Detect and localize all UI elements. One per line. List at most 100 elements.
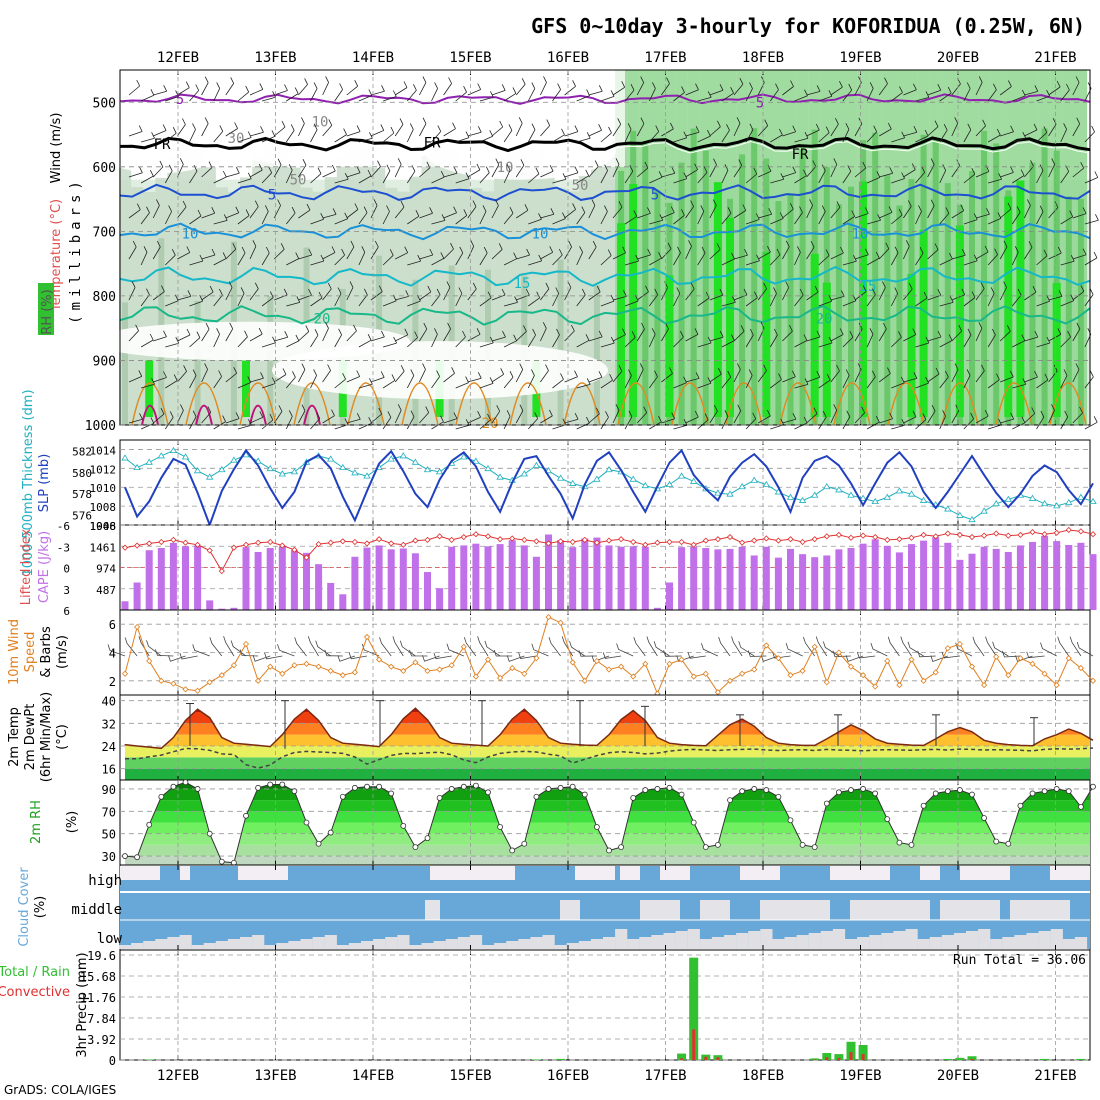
wind-barb [394,365,405,383]
cape-bar [835,549,843,610]
thickness-point [907,490,916,497]
rh-label-a: 2m RH [29,800,44,844]
contour-25c [725,382,763,426]
wind-barb [443,281,451,301]
wind-barb [772,651,791,659]
thickness-point [677,472,686,479]
wind-barb [806,330,821,342]
rh-point [848,787,854,793]
wind-barb [467,372,482,383]
li-point [146,540,153,547]
cloud-low-clear [1002,937,1015,949]
wind-barb [854,406,865,424]
wind-barb [140,288,150,307]
wind-barb [252,655,271,662]
wind-barb [745,167,758,184]
cape-bar [702,548,710,610]
rh-shade-column [215,187,228,425]
wind-barb [818,90,833,102]
cape-bar [726,548,734,610]
precip-convective-bar [692,1029,696,1060]
li-point [908,534,915,541]
li-point [509,535,516,542]
rh-point [424,835,431,842]
rh-shade-band [932,137,939,426]
cloud-mid-clear [560,900,580,920]
contour-label: 10 [312,115,329,131]
cloud-low-clear [590,939,604,949]
contour-25c [185,382,223,426]
wind-barb [770,248,781,266]
wind-barb [334,128,347,143]
wind-barb [310,412,321,430]
rh-point [569,783,576,790]
wind-barb [721,410,729,430]
rh-point [182,779,189,786]
wind-barb [927,84,942,96]
wind-barb [230,640,247,657]
rh-shade-high [629,184,638,417]
wind-barb [237,330,248,348]
li-point [121,544,129,551]
wind-barb [600,205,608,225]
rh-shade-high [762,251,771,417]
date-label-top: 18FEB [742,50,784,66]
wind-barb [900,636,912,657]
cape-bar [690,546,698,610]
rh-point [920,802,927,809]
wind-barb [769,83,779,102]
cape-bar [472,543,480,610]
wind-barb [443,412,458,424]
contour-25c [887,382,925,426]
precip-convective-bar [825,1057,829,1060]
wind-barb [588,330,603,342]
wind-speed-point [436,666,443,673]
wind-barb [794,288,804,307]
li-point [448,536,455,543]
cloud-low-clear [627,939,640,949]
li-point [400,541,407,548]
wind-barb [769,328,778,348]
thickness-point [520,470,529,477]
wind-barb [782,281,790,301]
thickness-point [411,458,420,465]
wind-barb [443,322,451,342]
wind-barb [588,160,599,178]
wind-barb [382,164,391,184]
contour-25c [995,382,1033,426]
wind-barb [878,281,886,301]
cloud-low-clear [1038,931,1051,949]
wind-barb [1036,205,1044,225]
wind-barb [358,246,366,266]
li-point [593,539,600,546]
wind-barb [588,199,596,219]
thickness-point [883,493,892,500]
wind-barb [419,363,426,383]
cloud-low-clear [796,935,809,949]
wind-barb [1036,410,1045,430]
precip-total-bar [967,1056,977,1060]
wind-barb [757,364,767,383]
wind-barb [310,167,322,184]
wind-barb [294,637,307,657]
wind-barb [939,370,949,389]
wind-barb [249,411,264,424]
wind-barb [431,125,442,143]
wind-barb [201,117,209,137]
li-point [303,554,310,561]
cloud-low-clear [1026,933,1039,949]
precip-total-bar [846,1041,856,1060]
wind-barb [879,412,893,424]
wind-speed-point [811,643,818,650]
wind-barb [697,129,711,143]
wind-speed-point [775,655,782,662]
wind-speed-point [944,645,951,652]
li-point [206,547,213,554]
wind-barb [213,328,220,348]
wind-barb [419,76,427,96]
slp-line [124,448,1094,528]
rh-shade-clear [272,341,608,400]
wind-barb [951,363,959,383]
cape-bar [182,546,189,610]
wind-barb [661,367,673,383]
